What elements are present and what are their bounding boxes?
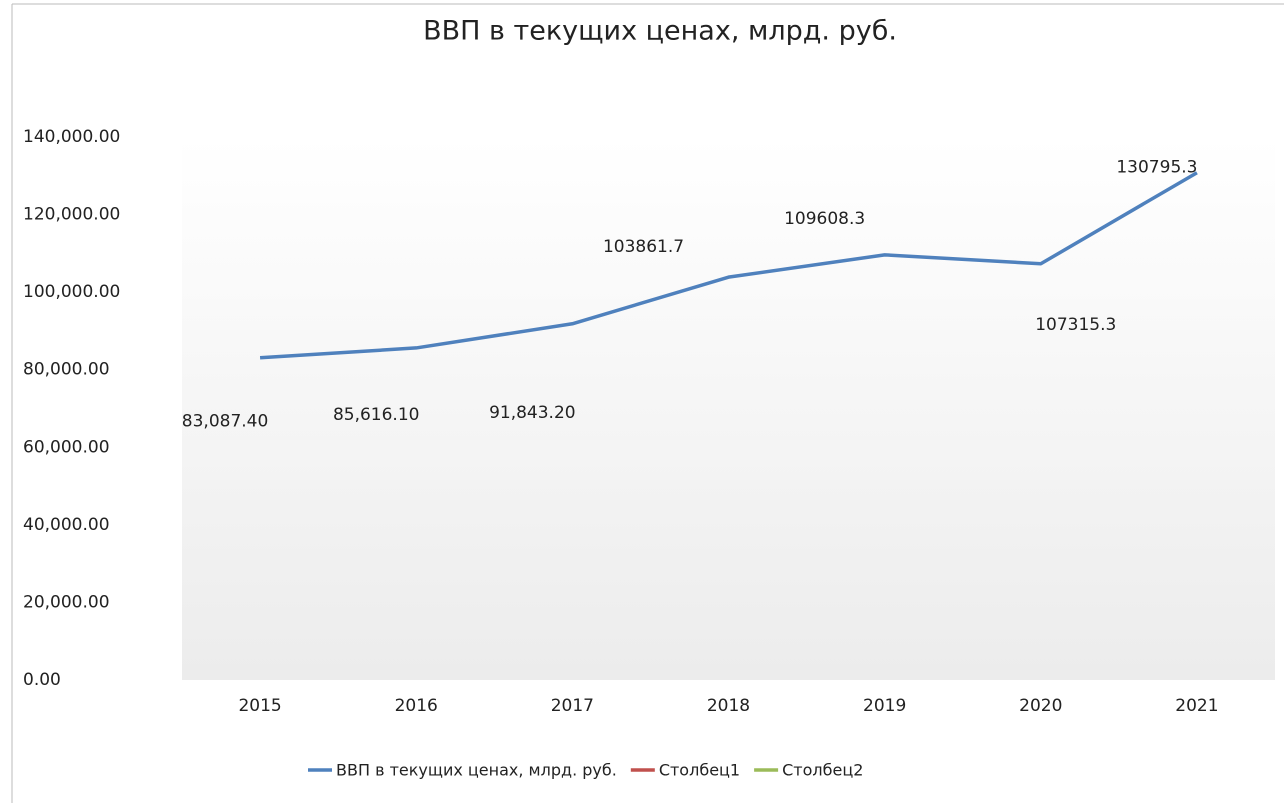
y-tick-label: 80,000.00 [23, 360, 110, 380]
data-label: 109608.3 [784, 209, 865, 229]
chart-title: ВВП в текущих ценах, млрд. руб. [423, 16, 897, 47]
data-label: 91,843.20 [489, 403, 576, 423]
x-tick-label: 2016 [395, 696, 438, 716]
x-tick-label: 2021 [1175, 696, 1218, 716]
data-label: 107315.3 [1035, 315, 1116, 335]
x-tick-label: 2015 [238, 696, 281, 716]
legend-label: ВВП в текущих ценах, млрд. руб. [336, 761, 617, 780]
y-tick-label: 60,000.00 [23, 437, 110, 457]
x-tick-label: 2018 [707, 696, 750, 716]
plot-area [182, 137, 1275, 680]
y-tick-label: 20,000.00 [23, 592, 110, 612]
data-label: 130795.3 [1116, 158, 1197, 178]
data-label: 83,087.40 [182, 412, 269, 432]
legend-label: Столбец2 [782, 761, 863, 780]
y-tick-label: 100,000.00 [23, 282, 120, 302]
y-tick-label: 140,000.00 [23, 127, 120, 147]
y-tick-label: 120,000.00 [23, 205, 120, 225]
x-tick-label: 2017 [551, 696, 594, 716]
y-tick-label: 40,000.00 [23, 515, 110, 535]
data-label: 85,616.10 [333, 405, 420, 425]
x-tick-label: 2019 [863, 696, 906, 716]
data-label: 103861.7 [603, 237, 684, 257]
y-tick-label: 0.00 [23, 670, 61, 690]
series-line [259, 171, 1198, 360]
legend-label: Столбец1 [659, 761, 740, 780]
x-tick-label: 2020 [1019, 696, 1062, 716]
